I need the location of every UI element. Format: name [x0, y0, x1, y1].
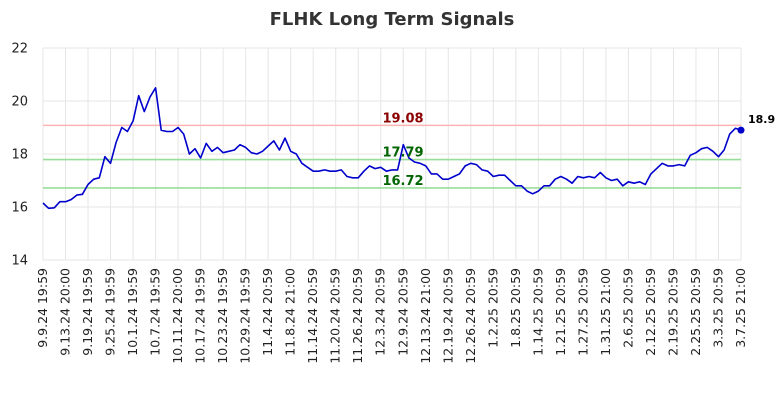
- signal-level-label: 17.79: [382, 146, 423, 161]
- x-tick-label: 11.26.24 20:59: [350, 268, 365, 364]
- x-tick-label: 12.9.24 20:59: [395, 268, 410, 356]
- x-tick-label: 9.9.24 19:59: [35, 268, 50, 348]
- x-tick-label: 10.7.24 19:59: [148, 268, 163, 356]
- x-tick-label: 9.25.24 19:59: [103, 268, 118, 356]
- signal-levels: [43, 124, 741, 189]
- x-tick-label: 2.25.25 20:59: [688, 268, 703, 356]
- last-point-marker: [737, 126, 745, 134]
- chart-title: FLHK Long Term Signals: [270, 9, 515, 30]
- x-tick-label: 11.14.24 20:59: [305, 268, 320, 364]
- y-tick-label: 22: [11, 42, 28, 57]
- y-tick-label: 20: [11, 95, 28, 110]
- x-tick-label: 9.19.24 19:59: [80, 268, 95, 356]
- x-tick-label: 1.14.25 20:59: [530, 268, 545, 356]
- x-tick-label: 1.21.25 20:59: [553, 268, 568, 356]
- price-line: [42, 87, 742, 210]
- x-tick-label: 11.8.24 21:00: [283, 268, 298, 356]
- y-tick-label: 18: [11, 148, 28, 163]
- x-tick-label: 2.19.25 20:59: [665, 268, 680, 356]
- grid: [42, 47, 742, 261]
- x-tick-label: 12.13.24 21:00: [418, 268, 433, 364]
- x-tick-label: 1.27.25 20:59: [575, 268, 590, 356]
- x-tick-label: 3.3.25 20:59: [710, 268, 725, 348]
- x-tick-label: 1.31.25 21:00: [598, 268, 613, 356]
- x-tick-label: 10.29.24 19:59: [238, 268, 253, 364]
- y-tick-label: 14: [11, 254, 28, 269]
- x-tick-label: 2.12.25 20:59: [643, 268, 658, 356]
- y-tick-label: 16: [11, 201, 28, 216]
- x-tick-label: 3.7.25 21:00: [733, 268, 748, 348]
- x-tick-label: 1.2.25 20:59: [485, 268, 500, 348]
- x-tick-label: 10.23.24 19:59: [215, 268, 230, 364]
- x-tick-label: 12.26.24 20:59: [463, 268, 478, 364]
- x-tick-label: 1.8.25 20:59: [508, 268, 523, 348]
- x-tick-label: 10.17.24 19:59: [193, 268, 208, 364]
- x-axis-ticks: 9.9.24 19:59 9.13.24 20:00 9.19.24 19:59 9.…: [35, 268, 748, 364]
- x-tick-label: 11.4.24 20:59: [260, 268, 275, 356]
- x-tick-label: 10.1.24 19:59: [125, 268, 140, 356]
- x-tick-label: 11.20.24 20:59: [328, 268, 343, 364]
- signal-level-label: 19.08: [382, 111, 423, 126]
- x-tick-label: 12.19.24 20:59: [440, 268, 455, 364]
- x-tick-label: 2.6.25 20:59: [620, 268, 635, 348]
- x-tick-label: 10.11.24 20:00: [170, 268, 185, 364]
- last-value-label: 18.9: [748, 113, 775, 126]
- x-tick-label: 9.13.24 20:00: [58, 268, 73, 356]
- y-axis-ticks: 14 16 18 20 22: [11, 42, 28, 269]
- signal-level-label: 16.72: [382, 174, 423, 189]
- x-tick-label: 12.3.24 20:59: [373, 268, 388, 356]
- value-labels: 19.08 17.79 16.72 18.9: [382, 111, 775, 189]
- price-series: [42, 87, 745, 210]
